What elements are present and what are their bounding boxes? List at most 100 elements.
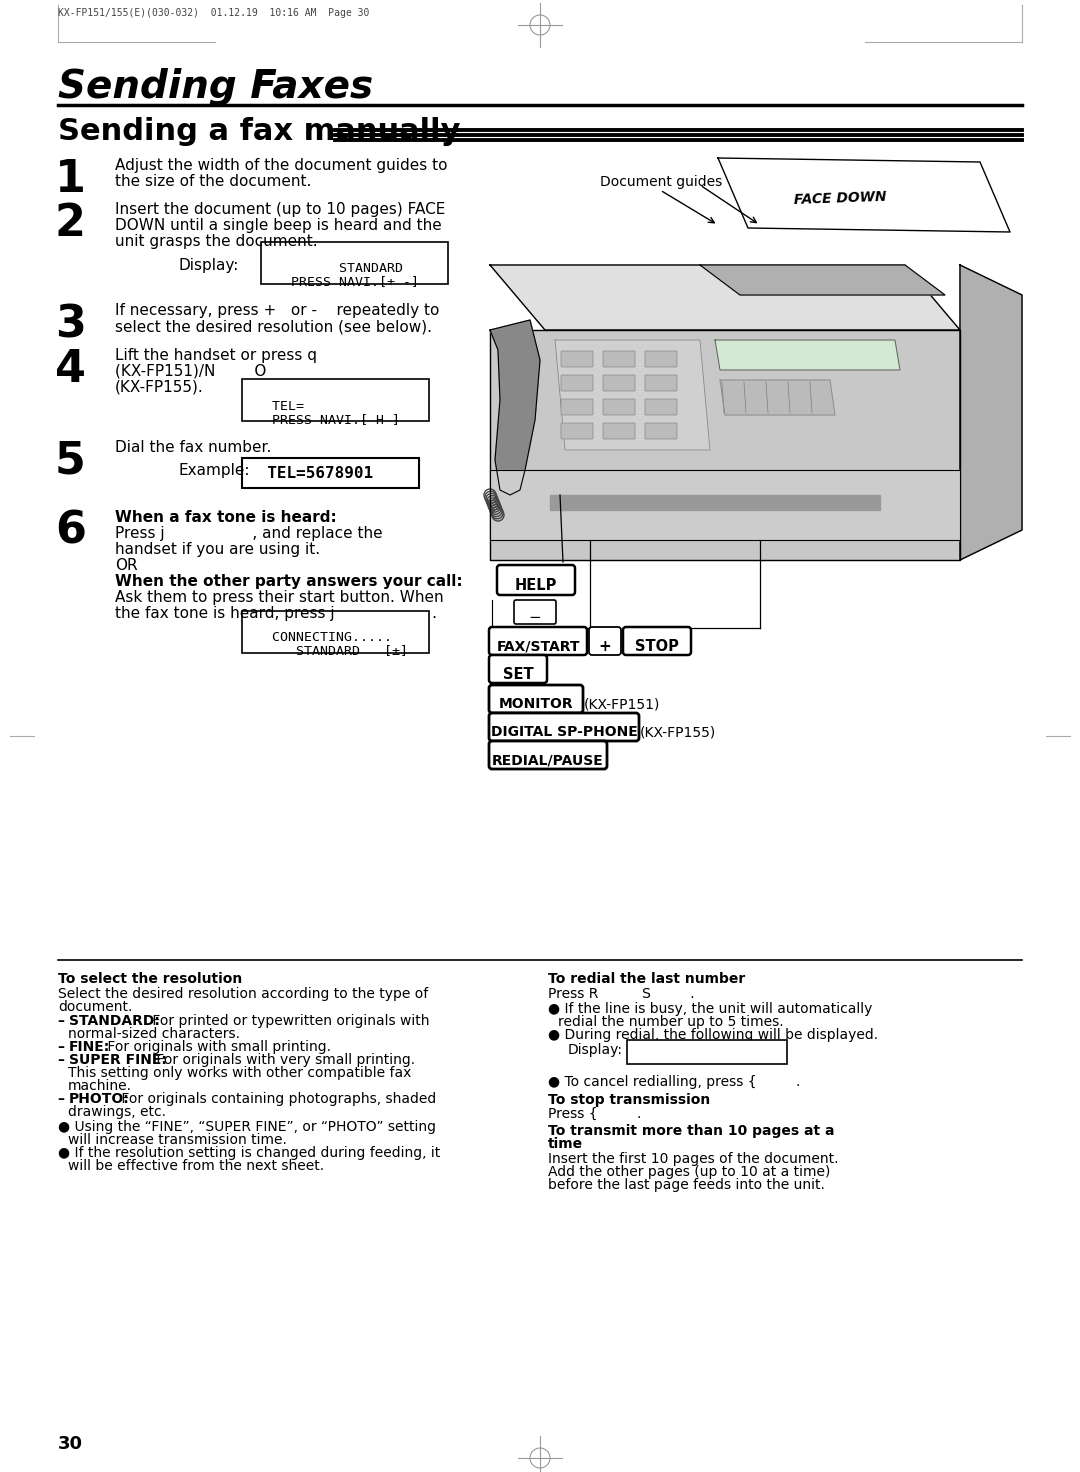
- Text: 1: 1: [55, 158, 86, 202]
- FancyBboxPatch shape: [603, 399, 635, 415]
- Polygon shape: [490, 470, 960, 540]
- Text: To transmit more than 10 pages at a: To transmit more than 10 pages at a: [548, 1125, 835, 1138]
- Text: Example:: Example:: [178, 464, 249, 478]
- FancyBboxPatch shape: [561, 375, 593, 392]
- Text: WAITING REDIAL: WAITING REDIAL: [632, 1044, 759, 1057]
- Text: machine.: machine.: [68, 1079, 132, 1094]
- FancyBboxPatch shape: [627, 1041, 787, 1064]
- Polygon shape: [718, 158, 1010, 233]
- Text: –: –: [58, 1041, 70, 1054]
- Text: time: time: [548, 1136, 583, 1151]
- Text: When the other party answers your call:: When the other party answers your call:: [114, 574, 462, 589]
- Text: unit grasps the document.: unit grasps the document.: [114, 234, 318, 249]
- Text: 3: 3: [55, 303, 86, 346]
- Text: −: −: [528, 609, 541, 626]
- FancyBboxPatch shape: [603, 422, 635, 439]
- FancyBboxPatch shape: [645, 375, 677, 392]
- Text: Ask them to press their start button. When: Ask them to press their start button. Wh…: [114, 590, 444, 605]
- Text: Adjust the width of the document guides to: Adjust the width of the document guides …: [114, 158, 447, 174]
- FancyBboxPatch shape: [603, 350, 635, 367]
- Text: will increase transmission time.: will increase transmission time.: [68, 1133, 287, 1147]
- Polygon shape: [490, 265, 960, 330]
- Text: Insert the document (up to 10 pages) FACE: Insert the document (up to 10 pages) FAC…: [114, 202, 445, 216]
- FancyBboxPatch shape: [261, 241, 448, 284]
- FancyBboxPatch shape: [489, 655, 546, 683]
- Polygon shape: [715, 340, 900, 369]
- Text: the fax tone is heard, press j                    .: the fax tone is heard, press j .: [114, 606, 437, 621]
- FancyBboxPatch shape: [514, 601, 556, 624]
- Text: When a fax tone is heard:: When a fax tone is heard:: [114, 509, 337, 526]
- Text: will be effective from the next sheet.: will be effective from the next sheet.: [68, 1158, 324, 1173]
- Text: REDIAL/PAUSE: REDIAL/PAUSE: [492, 754, 604, 767]
- Text: KX-FP151/155(E)(030-032)  01.12.19  10:16 AM  Page 30: KX-FP151/155(E)(030-032) 01.12.19 10:16 …: [58, 7, 369, 18]
- Text: SUPER FINE:: SUPER FINE:: [69, 1052, 167, 1067]
- Polygon shape: [555, 340, 710, 450]
- Text: If necessary, press +   or -    repeatedly to: If necessary, press + or - repeatedly to: [114, 303, 440, 318]
- Text: ● To cancel redialling, press {         .: ● To cancel redialling, press { .: [548, 1075, 800, 1089]
- Text: 30: 30: [58, 1435, 83, 1453]
- Text: Add the other pages (up to 10 at a time): Add the other pages (up to 10 at a time): [548, 1164, 831, 1179]
- Text: handset if you are using it.: handset if you are using it.: [114, 542, 320, 556]
- Text: DIGITAL SP-PHONE: DIGITAL SP-PHONE: [490, 726, 637, 739]
- Text: TEL=5678901: TEL=5678901: [248, 467, 373, 481]
- Text: document.: document.: [58, 999, 133, 1014]
- FancyBboxPatch shape: [645, 422, 677, 439]
- FancyBboxPatch shape: [242, 458, 419, 489]
- Text: Sending Faxes: Sending Faxes: [58, 68, 373, 106]
- Text: 5: 5: [55, 440, 86, 483]
- Text: STANDARD   [±]: STANDARD [±]: [248, 645, 408, 657]
- Text: (KX-FP155): (KX-FP155): [640, 726, 716, 739]
- Text: This setting only works with other compatible fax: This setting only works with other compa…: [68, 1066, 411, 1080]
- Text: (KX-FP155).: (KX-FP155).: [114, 380, 204, 394]
- Text: MONITOR: MONITOR: [499, 698, 573, 711]
- Text: PRESS NAVI.[ H ]: PRESS NAVI.[ H ]: [248, 414, 400, 425]
- Text: ● If the line is busy, the unit will automatically: ● If the line is busy, the unit will aut…: [548, 1002, 873, 1016]
- Text: OR: OR: [114, 558, 137, 573]
- Text: FACE DOWN: FACE DOWN: [794, 190, 887, 206]
- Text: STANDARD:: STANDARD:: [69, 1014, 160, 1027]
- Text: Document guides: Document guides: [600, 175, 723, 188]
- FancyBboxPatch shape: [489, 684, 583, 712]
- Text: CONNECTING.....: CONNECTING.....: [248, 631, 392, 645]
- Text: Press j                  , and replace the: Press j , and replace the: [114, 526, 382, 542]
- Text: For printed or typewritten originals with: For printed or typewritten originals wit…: [148, 1014, 430, 1027]
- FancyBboxPatch shape: [645, 350, 677, 367]
- Text: 2: 2: [55, 202, 86, 244]
- Text: FINE:: FINE:: [69, 1041, 110, 1054]
- Text: select the desired resolution (see below).: select the desired resolution (see below…: [114, 319, 432, 334]
- FancyBboxPatch shape: [561, 399, 593, 415]
- Text: Display:: Display:: [568, 1044, 623, 1057]
- Text: ● Using the “FINE”, “SUPER FINE”, or “PHOTO” setting: ● Using the “FINE”, “SUPER FINE”, or “PH…: [58, 1120, 436, 1133]
- Text: (KX-FP151)/N        O: (KX-FP151)/N O: [114, 364, 267, 378]
- Text: DOWN until a single beep is heard and the: DOWN until a single beep is heard and th…: [114, 218, 442, 233]
- FancyBboxPatch shape: [242, 611, 429, 654]
- Text: the size of the document.: the size of the document.: [114, 174, 311, 188]
- Text: To stop transmission: To stop transmission: [548, 1094, 711, 1107]
- Polygon shape: [700, 265, 945, 294]
- Text: For originals with small printing.: For originals with small printing.: [103, 1041, 330, 1054]
- FancyBboxPatch shape: [489, 627, 588, 655]
- FancyBboxPatch shape: [645, 399, 677, 415]
- FancyBboxPatch shape: [603, 375, 635, 392]
- Text: Dial the fax number.: Dial the fax number.: [114, 440, 271, 455]
- FancyBboxPatch shape: [561, 422, 593, 439]
- Text: +: +: [598, 639, 611, 654]
- Text: For originals containing photographs, shaded: For originals containing photographs, sh…: [117, 1092, 436, 1105]
- Text: Insert the first 10 pages of the document.: Insert the first 10 pages of the documen…: [548, 1153, 838, 1166]
- Polygon shape: [720, 380, 835, 415]
- Text: redial the number up to 5 times.: redial the number up to 5 times.: [558, 1016, 784, 1029]
- Text: –: –: [58, 1092, 70, 1105]
- Polygon shape: [550, 495, 880, 509]
- Text: TEL=: TEL=: [248, 400, 303, 414]
- Text: Display:: Display:: [178, 258, 239, 272]
- Text: STOP: STOP: [635, 639, 679, 654]
- Text: STANDARD: STANDARD: [267, 262, 403, 275]
- Text: 6: 6: [55, 509, 86, 553]
- Polygon shape: [490, 319, 540, 495]
- Text: –: –: [58, 1052, 70, 1067]
- Text: For originals with very small printing.: For originals with very small printing.: [152, 1052, 415, 1067]
- Text: Select the desired resolution according to the type of: Select the desired resolution according …: [58, 988, 429, 1001]
- Text: Press {         .: Press { .: [548, 1107, 642, 1122]
- FancyBboxPatch shape: [489, 712, 639, 740]
- FancyBboxPatch shape: [623, 627, 691, 655]
